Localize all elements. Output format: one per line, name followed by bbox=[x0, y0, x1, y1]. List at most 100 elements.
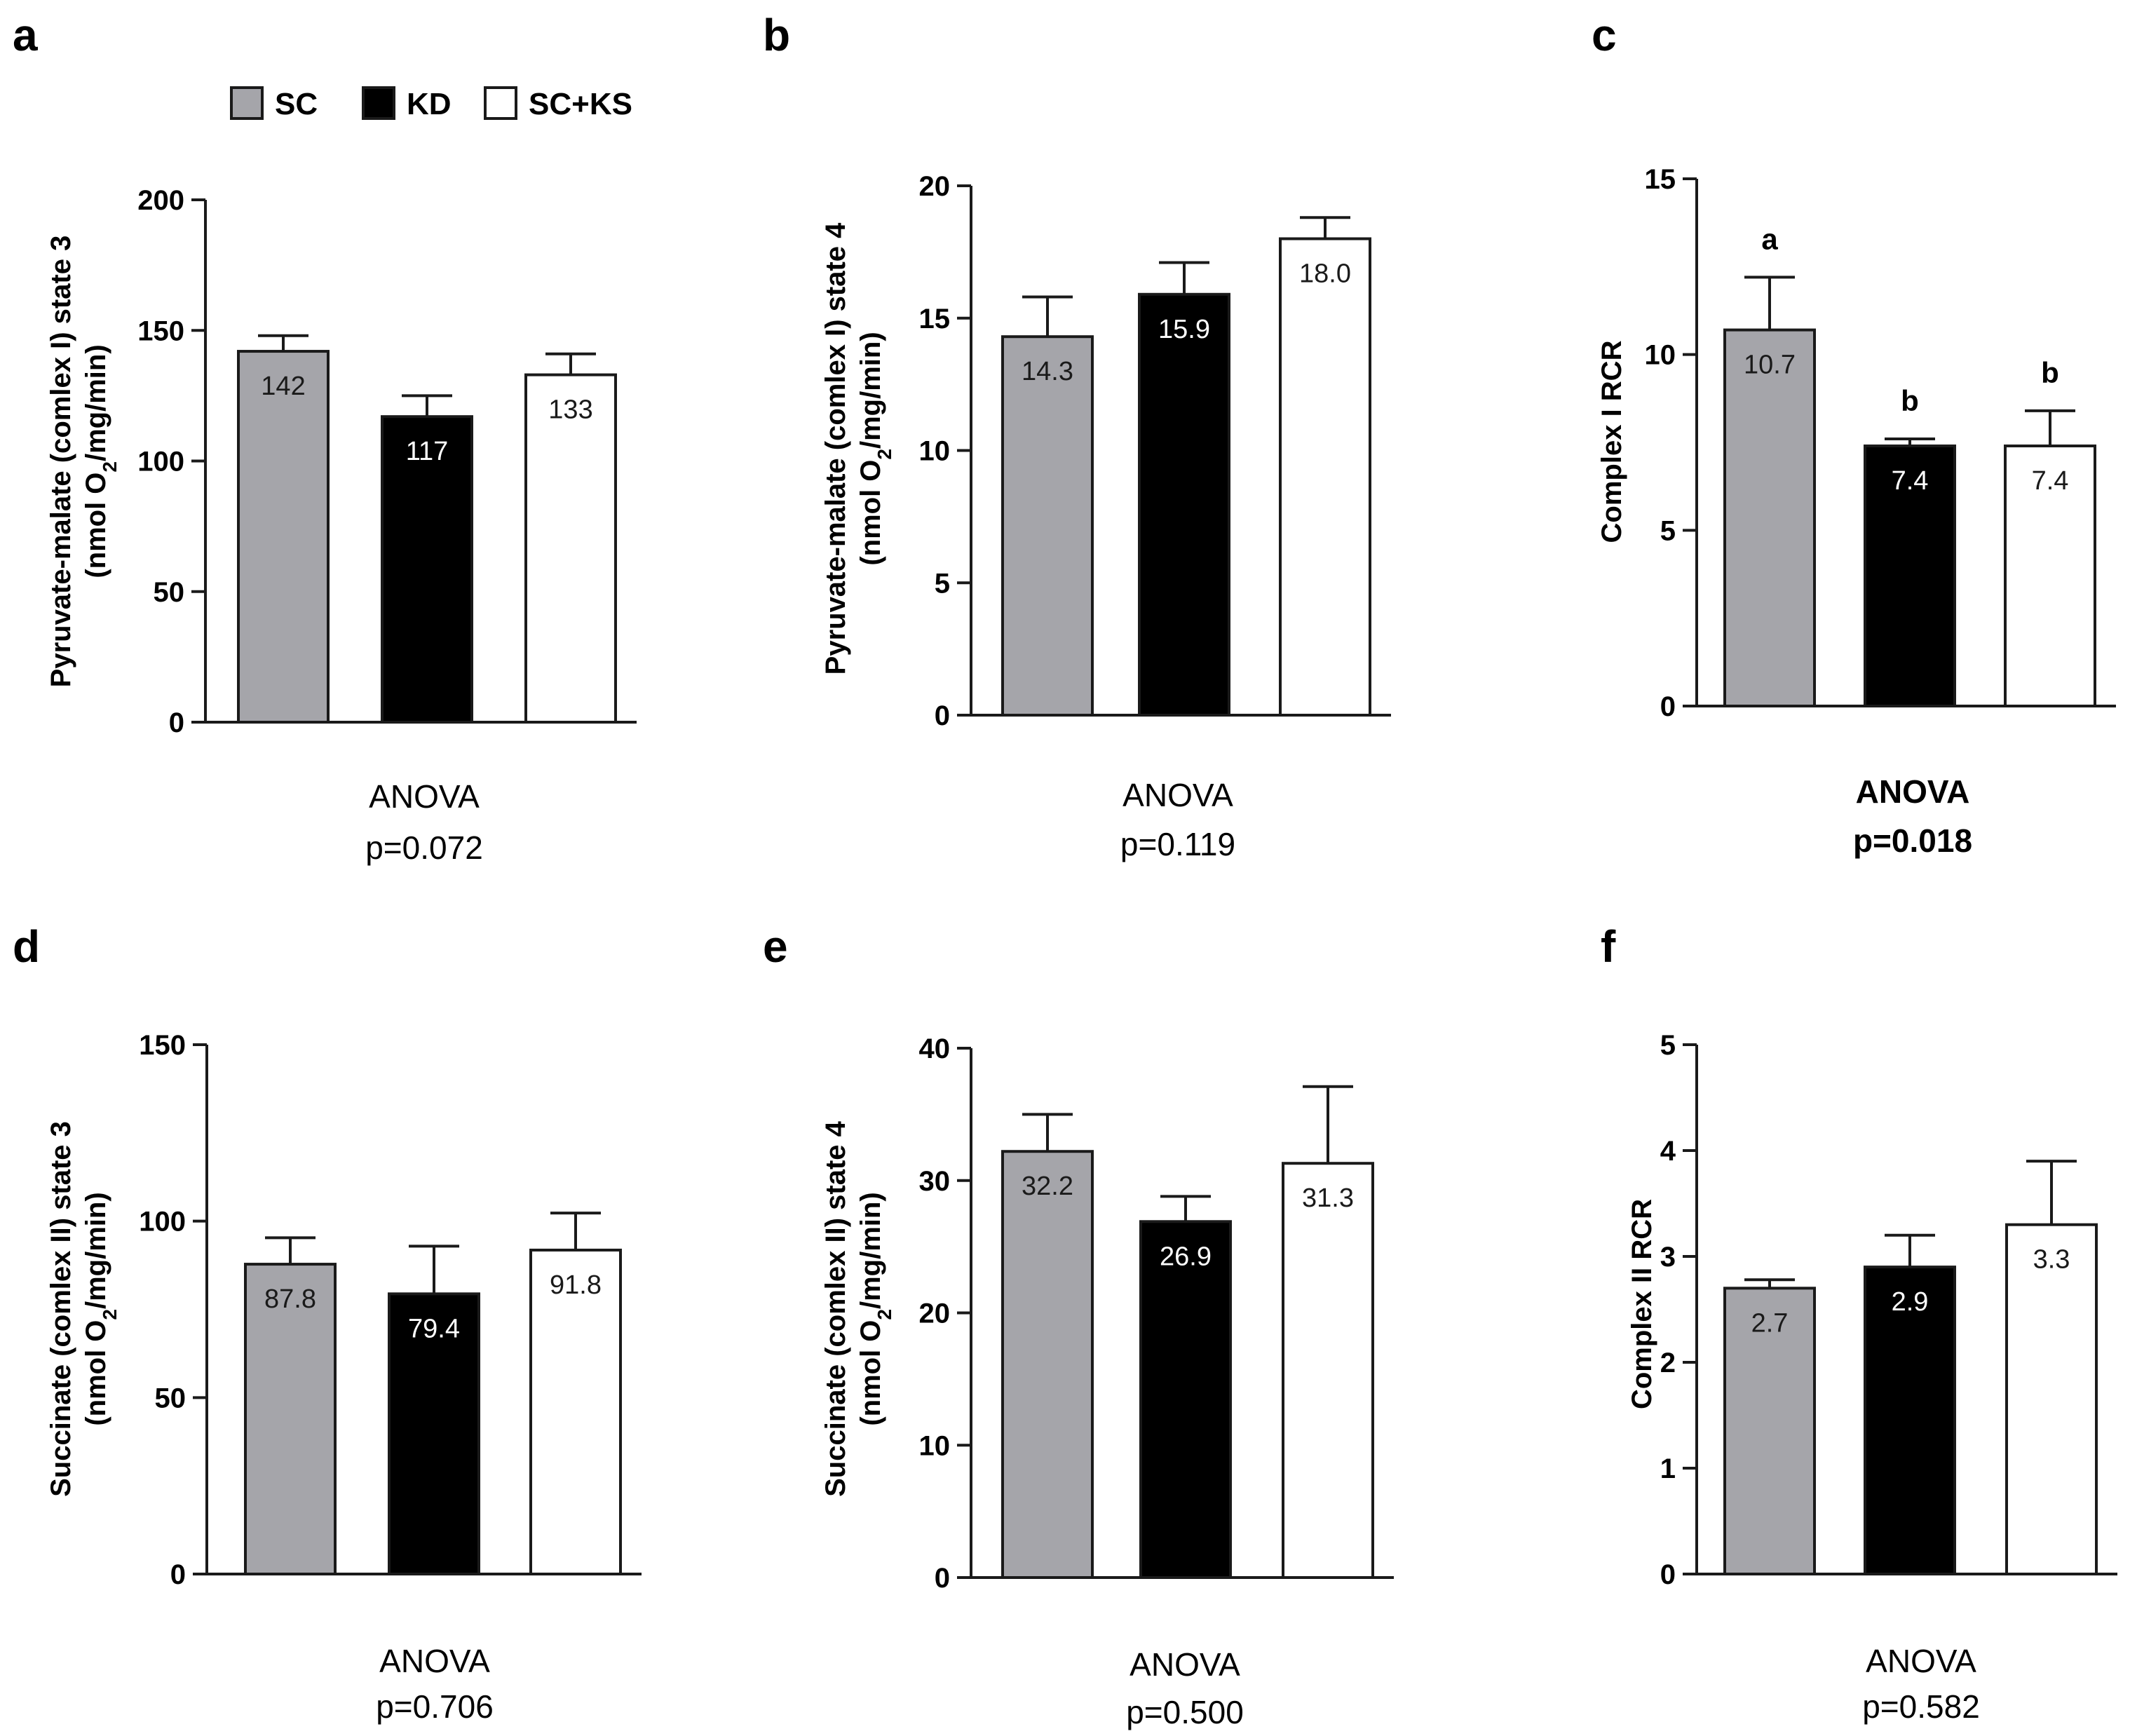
y-tick-label-a-1: 50 bbox=[154, 577, 185, 608]
y-axis-label-e: Succinate (comlex II) state 4 (nmol O2/mg… bbox=[820, 1120, 895, 1497]
y-tick-label-e-3: 30 bbox=[919, 1166, 951, 1197]
y-tick-label-d-2: 100 bbox=[139, 1207, 186, 1237]
value-label-e-1: 26.9 bbox=[1160, 1242, 1212, 1271]
panel-letter-b: b bbox=[763, 10, 790, 60]
bar-e-sc bbox=[1001, 1150, 1094, 1579]
bar-b-kd bbox=[1138, 292, 1230, 717]
chart-panel-f: f 0 1 2 3 4 5 Complex II RCR 2.7 2.9 3.3 ANOVA p=0.5… bbox=[1601, 921, 2117, 1725]
chart-panel-d: d 0 50 100 150 Succinate (comlex II) state 3(… bbox=[13, 921, 642, 1725]
bar-a-kd bbox=[381, 415, 473, 724]
bar-a-sc bbox=[237, 350, 330, 724]
value-label-a-0: 142 bbox=[261, 372, 305, 401]
legend-label-kd: KD bbox=[407, 87, 452, 121]
y-axis-label-d: Succinate (comlex II) state 3 (nmol O2/mg… bbox=[46, 1121, 121, 1497]
y-tick-label-f-0: 0 bbox=[1660, 1559, 1676, 1590]
bar-f-kd bbox=[1864, 1266, 1956, 1575]
legend-swatch-kd bbox=[362, 86, 395, 120]
value-label-d-0: 87.8 bbox=[264, 1284, 316, 1314]
p-value-d: p=0.706 bbox=[376, 1688, 494, 1725]
bar-d-sc bbox=[244, 1263, 337, 1576]
panel-letter-a: a bbox=[13, 10, 38, 60]
value-label-a-2: 133 bbox=[548, 395, 592, 425]
y-tick-label-b-0: 0 bbox=[935, 700, 950, 731]
value-label-b-0: 14.3 bbox=[1022, 357, 1073, 386]
legend-label-sc: SC bbox=[275, 87, 318, 121]
bar-c-kd bbox=[1864, 445, 1956, 707]
bar-d-sc-ks bbox=[529, 1248, 622, 1575]
panel-letter-e: e bbox=[763, 921, 788, 972]
p-value-a: p=0.072 bbox=[365, 829, 483, 866]
value-label-c-0: 10.7 bbox=[1744, 351, 1796, 380]
bar-f-sc bbox=[1723, 1287, 1816, 1576]
y-tick-label-f-5: 5 bbox=[1660, 1030, 1676, 1061]
value-label-b-1: 15.9 bbox=[1158, 315, 1210, 344]
y-tick-label-e-0: 0 bbox=[935, 1563, 950, 1594]
y-tick-label-d-0: 0 bbox=[170, 1559, 186, 1590]
p-value-f: p=0.582 bbox=[1862, 1688, 1980, 1725]
sig-letter-c-0: a bbox=[1761, 222, 1778, 255]
y-tick-label-e-4: 40 bbox=[919, 1033, 951, 1064]
y-tick-label-a-3: 150 bbox=[137, 316, 184, 346]
y-tick-label-c-0: 0 bbox=[1660, 691, 1676, 722]
y-tick-label-f-3: 3 bbox=[1660, 1242, 1676, 1273]
y-tick-label-c-1: 5 bbox=[1660, 515, 1676, 546]
anova-label-e: ANOVA bbox=[1130, 1646, 1240, 1683]
chart-panel-c: c 0 5 10 15 Complex I RCR 10.7 a 7.4 b 7.4 b ANOVA p=… bbox=[1592, 10, 2116, 859]
legend-swatch-sc bbox=[230, 86, 264, 120]
p-value-c: p=0.018 bbox=[1853, 822, 1972, 859]
chart-panel-a: a 0 50 100 150 200 Pyruvate-malate (comlex I) … bbox=[13, 10, 637, 866]
p-value-b: p=0.119 bbox=[1120, 826, 1235, 862]
p-value-e: p=0.500 bbox=[1126, 1694, 1244, 1730]
value-label-c-2: 7.4 bbox=[2032, 466, 2069, 496]
value-label-d-2: 91.8 bbox=[550, 1270, 602, 1300]
panel-letter-d: d bbox=[13, 921, 40, 972]
value-label-e-2: 31.3 bbox=[1302, 1184, 1354, 1213]
y-tick-label-f-2: 2 bbox=[1660, 1348, 1676, 1378]
anova-label-f: ANOVA bbox=[1866, 1643, 1976, 1679]
bar-f-sc-ks bbox=[2005, 1223, 2098, 1575]
legend-swatch-sc-ks bbox=[484, 86, 517, 120]
y-tick-label-b-3: 15 bbox=[919, 304, 951, 334]
panel-letter-c: c bbox=[1592, 10, 1617, 60]
y-tick-label-e-2: 20 bbox=[919, 1298, 951, 1329]
sig-letter-c-2: b bbox=[2041, 356, 2059, 389]
value-label-f-2: 3.3 bbox=[2033, 1245, 2070, 1275]
y-axis-label-a: Pyruvate-malate (comlex I) state 3 (nmol … bbox=[46, 236, 121, 688]
value-label-a-1: 117 bbox=[406, 437, 449, 466]
y-axis-label-c: Complex I RCR bbox=[1596, 340, 1627, 543]
bar-e-sc-ks bbox=[1282, 1162, 1374, 1579]
chart-panel-e: e 0 10 20 30 40 Succinate (comlex II) state 4(… bbox=[763, 921, 1394, 1730]
value-label-d-1: 79.4 bbox=[408, 1314, 460, 1343]
panel-letter-f: f bbox=[1601, 921, 1616, 972]
y-tick-label-d-3: 150 bbox=[139, 1030, 186, 1061]
bar-e-kd bbox=[1139, 1220, 1232, 1579]
bar-c-sc bbox=[1723, 328, 1816, 708]
y-tick-label-e-1: 10 bbox=[919, 1430, 951, 1461]
value-label-e-0: 32.2 bbox=[1022, 1172, 1073, 1201]
y-axis-label-f: Complex II RCR bbox=[1627, 1199, 1657, 1409]
bar-a-sc-ks bbox=[524, 373, 617, 724]
sig-letter-c-1: b bbox=[1901, 384, 1919, 417]
y-tick-label-a-0: 0 bbox=[169, 707, 184, 738]
y-tick-label-b-4: 20 bbox=[919, 171, 951, 202]
anova-label-a: ANOVA bbox=[369, 778, 480, 815]
chart-panel-b: b 0 5 10 15 20 Pyruvate-malate (comlex I) stat… bbox=[763, 10, 1391, 862]
bar-b-sc-ks bbox=[1279, 237, 1371, 717]
y-tick-label-a-2: 100 bbox=[137, 447, 184, 477]
y-tick-label-b-1: 5 bbox=[935, 568, 950, 599]
bar-c-sc-ks bbox=[2004, 445, 2096, 707]
y-tick-label-d-1: 50 bbox=[155, 1383, 186, 1413]
y-tick-label-c-3: 15 bbox=[1645, 164, 1676, 195]
legend: SC KD SC+KS bbox=[230, 86, 632, 121]
anova-label-c: ANOVA bbox=[1856, 773, 1970, 810]
value-label-c-1: 7.4 bbox=[1892, 466, 1929, 496]
y-tick-label-f-4: 4 bbox=[1660, 1136, 1676, 1167]
value-label-f-1: 2.9 bbox=[1892, 1287, 1929, 1317]
y-tick-label-b-2: 10 bbox=[919, 436, 951, 467]
legend-label-sc-ks: SC+KS bbox=[529, 87, 632, 121]
value-label-f-0: 2.7 bbox=[1751, 1308, 1789, 1338]
y-tick-label-c-2: 10 bbox=[1645, 340, 1676, 371]
anova-label-d: ANOVA bbox=[379, 1643, 490, 1679]
y-tick-label-a-4: 200 bbox=[137, 185, 184, 216]
